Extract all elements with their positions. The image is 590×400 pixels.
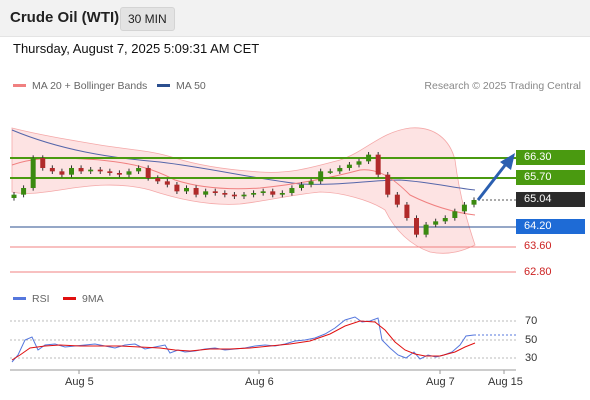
legend-rsi: RSI — [13, 293, 50, 305]
last-price-label: 65.04 — [516, 192, 585, 207]
candle — [69, 168, 74, 175]
candle — [203, 191, 209, 195]
candle — [308, 181, 314, 185]
candle — [461, 204, 467, 212]
candle — [40, 158, 46, 168]
rsi-tick-50: 50 — [525, 334, 538, 346]
rsi-line — [11, 316, 475, 363]
x-label-aug7: Aug 7 — [426, 376, 455, 388]
candle — [442, 218, 448, 222]
resistance-1-label: 65.70 — [516, 170, 585, 185]
x-label-aug6: Aug 6 — [245, 376, 274, 388]
legend-swatch — [157, 83, 170, 87]
x-label-aug15: Aug 15 — [488, 376, 523, 388]
trend-arrow — [476, 163, 508, 201]
trend-arrow-head — [500, 153, 515, 170]
rsi-ma-line — [11, 320, 476, 361]
candle — [97, 169, 103, 172]
candle — [356, 161, 362, 165]
rsi-tick-30: 30 — [525, 352, 538, 364]
legend-swatch — [63, 296, 76, 300]
candle — [174, 184, 180, 192]
candle — [193, 188, 199, 195]
candle — [88, 169, 94, 172]
candle — [231, 194, 237, 197]
candle — [184, 188, 189, 192]
legend-label: MA 20 + Bollinger Bands — [32, 80, 148, 92]
instrument-title: Crude Oil (WTI) — [10, 9, 120, 26]
candle — [251, 193, 257, 195]
timestamp: Thursday, August 7, 2025 5:09:31 AM CET — [13, 41, 260, 56]
candle — [59, 171, 65, 175]
candle — [145, 168, 151, 178]
header-bar: Crude Oil (WTI) 30 MIN — [0, 0, 590, 37]
candle — [346, 164, 352, 168]
candle — [222, 193, 228, 195]
x-label-aug5: Aug 5 — [65, 376, 94, 388]
rsi-tick-70: 70 — [525, 315, 538, 327]
candle — [318, 171, 324, 182]
legend-ma50: MA 50 — [157, 80, 206, 92]
candle — [337, 168, 343, 172]
candle — [11, 194, 17, 198]
candle — [78, 168, 84, 172]
support-2-label: 62.80 — [524, 266, 552, 278]
candles — [11, 152, 477, 238]
ma50-line — [11, 129, 476, 191]
legend-swatch — [13, 83, 26, 87]
candle — [299, 184, 304, 188]
candle — [107, 171, 113, 173]
candle — [385, 174, 391, 195]
candle — [260, 191, 266, 193]
candle — [414, 218, 419, 235]
candle — [30, 158, 36, 188]
support-1-label: 63.60 — [524, 240, 552, 252]
candle — [394, 194, 400, 205]
candle — [404, 204, 410, 218]
legend-label: 9MA — [82, 293, 104, 305]
candle — [279, 193, 285, 195]
candle — [270, 191, 276, 195]
candle — [375, 154, 381, 175]
candle — [241, 194, 247, 197]
candle — [366, 154, 372, 162]
candle — [49, 168, 55, 172]
legend-label: MA 50 — [176, 80, 206, 92]
ma20-line — [11, 157, 476, 216]
legend-label: RSI — [32, 293, 50, 305]
candle — [289, 188, 295, 193]
candle — [327, 171, 333, 173]
timeframe-button[interactable]: 30 MIN — [120, 7, 175, 31]
resistance-2-label: 66.30 — [516, 150, 585, 165]
legend-bollinger: MA 20 + Bollinger Bands — [13, 80, 147, 92]
candle — [155, 178, 161, 182]
candle — [433, 221, 439, 225]
legend-swatch — [13, 296, 26, 300]
candle — [21, 188, 27, 195]
candle — [423, 224, 429, 235]
candle — [452, 211, 458, 218]
candle — [116, 173, 122, 175]
candle — [212, 191, 218, 193]
candle — [164, 181, 170, 185]
candle — [126, 171, 132, 175]
legend-rsi-ma: 9MA — [63, 293, 104, 305]
candle — [136, 168, 142, 172]
source-credit: Research © 2025 Trading Central — [424, 80, 581, 92]
pivot-label: 64.20 — [516, 219, 585, 234]
candle — [471, 200, 477, 205]
